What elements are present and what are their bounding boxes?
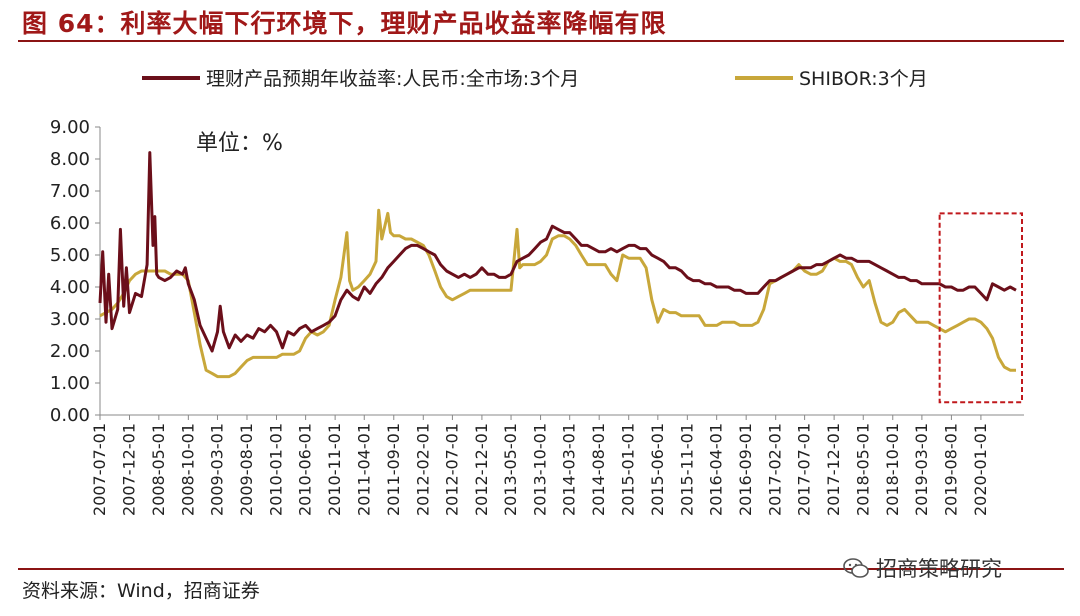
- legend-item-wealth-product-yield-label: 理财产品预期年收益率:人民币:全市场:3个月: [206, 68, 579, 90]
- x-tick-label: 2009-03-01: [207, 423, 226, 516]
- x-tick-label: 2019-08-01: [941, 423, 960, 516]
- y-tick-label: 5.00: [50, 245, 90, 266]
- x-tick-label: 2018-10-01: [883, 423, 902, 516]
- x-tick-label: 2007-12-01: [120, 423, 139, 516]
- y-tick-label: 7.00: [50, 181, 90, 202]
- footer-divider: [18, 568, 1064, 570]
- x-tick-label: 2009-08-01: [237, 423, 256, 516]
- x-tick-label: 2011-09-01: [384, 423, 403, 516]
- x-tick-label: 2016-04-01: [707, 423, 726, 516]
- x-tick-label: 2014-08-01: [589, 423, 608, 516]
- figure-title: 图 64：利率大幅下行环境下，理财产品收益率降幅有限: [22, 9, 667, 38]
- x-tick-label: 2008-10-01: [178, 423, 197, 516]
- title-divider: [18, 40, 1064, 42]
- x-tick-label: 2007-07-01: [90, 423, 109, 516]
- x-tick-label: 2016-09-01: [736, 423, 755, 516]
- x-tick-label: 2012-07-01: [442, 423, 461, 516]
- x-tick-label: 2008-05-01: [149, 423, 168, 516]
- y-tick-label: 8.00: [50, 149, 90, 170]
- x-tick-label: 2010-06-01: [296, 423, 315, 516]
- x-tick-label: 2013-05-01: [501, 423, 520, 516]
- y-tick-label: 1.00: [50, 373, 90, 394]
- x-tick-label: 2019-03-01: [912, 423, 931, 516]
- y-tick-label: 9.00: [50, 117, 90, 138]
- x-tick-label: 2014-03-01: [560, 423, 579, 516]
- x-tick-label: 2015-11-01: [677, 423, 696, 516]
- x-tick-label: 2012-02-01: [413, 423, 432, 516]
- series-line-wealth-product-yield: [98, 151, 1017, 353]
- x-tick-label: 2018-05-01: [853, 423, 872, 516]
- x-tick-label: 2012-12-01: [472, 423, 491, 516]
- y-tick-label: 4.00: [50, 277, 90, 298]
- series-line-shibor-3m: [99, 208, 1016, 379]
- y-tick-label: 6.00: [50, 213, 90, 234]
- x-tick-label: 2020-01-01: [971, 423, 990, 516]
- x-tick-label: 2015-06-01: [648, 423, 667, 516]
- unit-label: 单位：%: [196, 131, 283, 156]
- wechat-icon: [843, 558, 869, 578]
- x-tick-label: 2011-04-01: [354, 423, 373, 516]
- x-tick-label: 2017-07-01: [795, 423, 814, 516]
- y-tick-label: 3.00: [50, 309, 90, 330]
- y-tick-label: 0.00: [50, 405, 90, 426]
- x-tick-label: 2013-10-01: [531, 423, 550, 516]
- legend-item-shibor-3m-label: SHIBOR:3个月: [799, 68, 928, 90]
- highlight-box: [938, 212, 1024, 404]
- y-tick-label: 2.00: [50, 341, 90, 362]
- x-tick-label: 2017-12-01: [824, 423, 843, 516]
- x-tick-label: 2010-11-01: [325, 423, 344, 516]
- x-tick-label: 2010-01-01: [266, 423, 285, 516]
- x-tick-label: 2015-01-01: [619, 423, 638, 516]
- watermark-text: 招商策略研究: [876, 557, 1002, 581]
- watermark: 招商策略研究: [842, 553, 1002, 583]
- x-tick-label: 2017-02-01: [766, 423, 785, 516]
- source-note: 资料来源：Wind，招商证券: [22, 580, 260, 602]
